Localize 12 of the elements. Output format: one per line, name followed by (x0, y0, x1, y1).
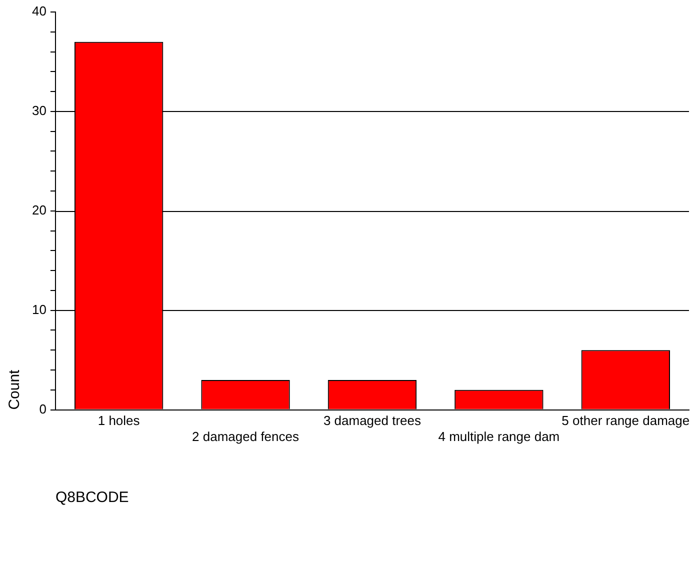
y-tick-label: 0 (39, 401, 46, 416)
y-axis-title: Count (6, 368, 24, 410)
x-tick-label: 5 other range damage (562, 413, 690, 428)
x-tick-label: 4 multiple range dam (438, 428, 560, 444)
y-tick-label: 30 (32, 103, 46, 118)
x-tick-label: 1 holes (98, 413, 140, 428)
y-tick-label: 40 (32, 4, 46, 19)
x-tick-label: 3 damaged trees (323, 413, 422, 428)
y-tick-label: 10 (32, 302, 46, 317)
y-tick-label: 20 (32, 202, 46, 218)
x-tick-label: 2 damaged fences (192, 428, 300, 444)
x-axis-title: Q8BCODE (55, 489, 129, 506)
